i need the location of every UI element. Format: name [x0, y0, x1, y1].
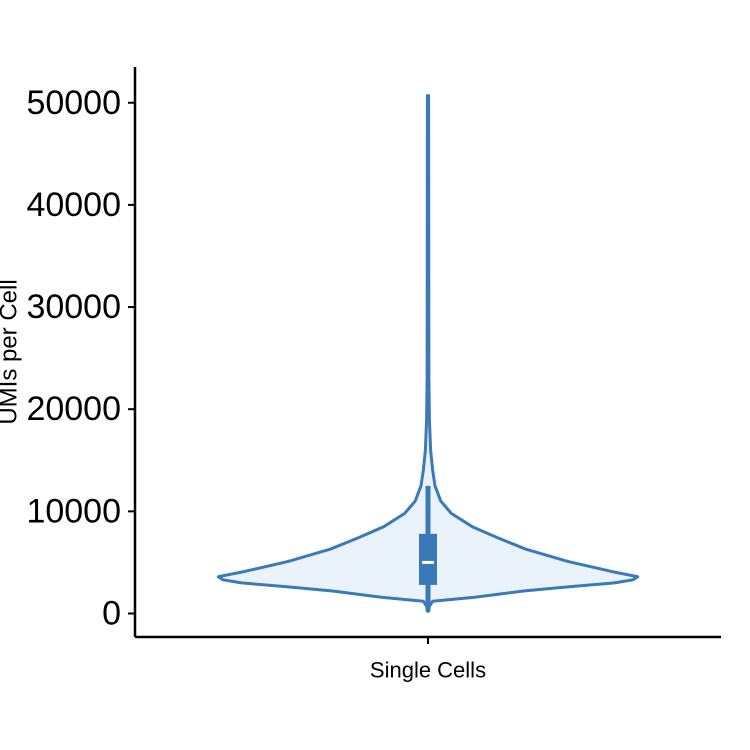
- y-tick-label: 20000: [26, 390, 121, 428]
- y-axis-label: UMIs per Cell: [0, 279, 22, 424]
- x-tick-label: Single Cells: [370, 658, 486, 683]
- violin-body: [216, 94, 640, 613]
- y-tick-label: 10000: [26, 492, 121, 530]
- y-tick-label: 40000: [26, 186, 121, 224]
- x-ticks: Single Cells: [370, 637, 486, 683]
- violin-iqr-box: [419, 533, 437, 585]
- y-ticks: 0 10000 20000 30000 40000 50000: [26, 84, 135, 633]
- y-tick-label: 50000: [26, 84, 121, 122]
- violin: [216, 94, 640, 613]
- y-tick-label: 0: [102, 595, 121, 633]
- y-tick-label: 30000: [26, 288, 121, 326]
